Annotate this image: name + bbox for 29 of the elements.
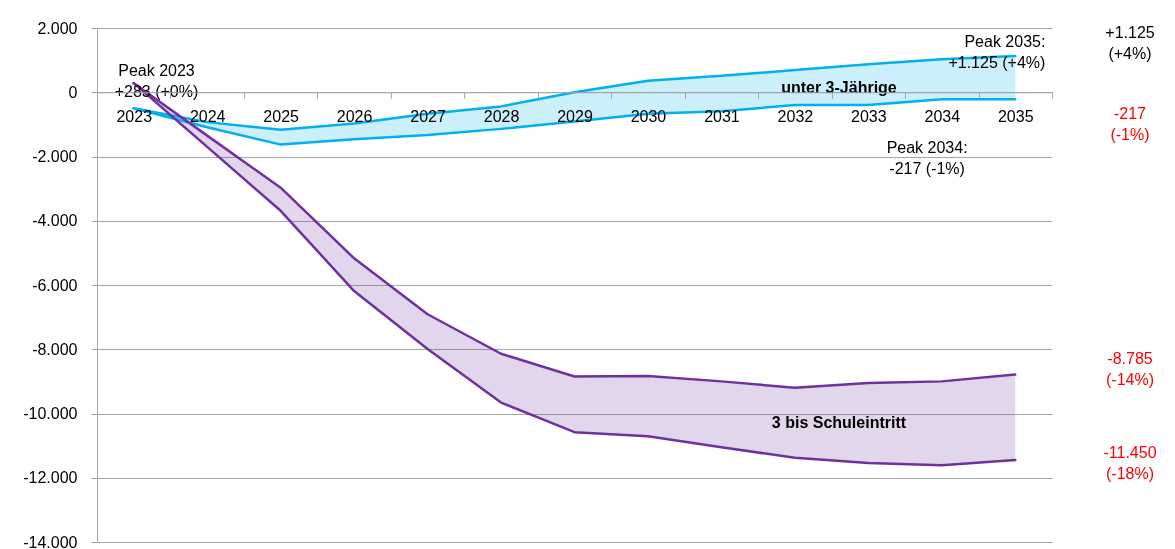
x-tick-label: 2033 bbox=[851, 107, 887, 125]
y-tick-label: 2.000 bbox=[37, 19, 78, 37]
y-tick-label: -4.000 bbox=[32, 212, 78, 230]
x-tick-label: 2024 bbox=[189, 107, 226, 125]
annotation: Peak 2023 +283 (+0%) bbox=[114, 62, 199, 101]
x-tick-label: 2034 bbox=[924, 107, 961, 125]
x-tick-label: 2026 bbox=[336, 107, 373, 125]
x-tick-label: 2029 bbox=[557, 107, 593, 125]
text: +1.125 (+4%) bbox=[1105, 24, 1155, 62]
y-tick-label: 0 bbox=[68, 83, 78, 101]
series-label: unter 3-Jährige bbox=[781, 78, 897, 96]
text: -8.785 (-14%) bbox=[1105, 350, 1155, 388]
y-tick-label: -2.000 bbox=[32, 148, 78, 165]
y-tick-label: -6.000 bbox=[32, 276, 78, 294]
series-label: 3 bis Schuleintritt bbox=[771, 413, 907, 431]
text: -217 (-1%) bbox=[1110, 105, 1150, 143]
y-tick-label: -8.000 bbox=[32, 340, 78, 358]
x-tick-label: 2023 bbox=[116, 107, 153, 125]
y-tick-label: -12.000 bbox=[23, 469, 78, 487]
y-tick-label: -14.000 bbox=[23, 533, 78, 549]
x-tick-label: 2035 bbox=[997, 107, 1034, 125]
x-tick-label: 2025 bbox=[263, 107, 300, 125]
y-tick-label: -10.000 bbox=[23, 405, 78, 422]
x-tick-label: 2028 bbox=[483, 107, 520, 125]
annotation: Peak 2035: +1.125 (+4%) bbox=[948, 33, 1046, 72]
x-tick-label: 2031 bbox=[704, 107, 740, 125]
text: -11.450 (-18%) bbox=[1103, 444, 1157, 482]
x-tick-label: 2032 bbox=[777, 107, 814, 125]
annotation: Peak 2034: -217 (-1%) bbox=[886, 139, 968, 178]
